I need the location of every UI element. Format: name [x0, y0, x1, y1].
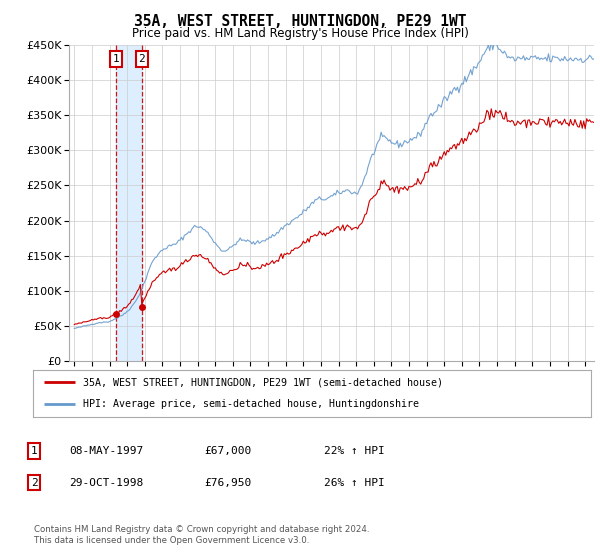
- Text: HPI: Average price, semi-detached house, Huntingdonshire: HPI: Average price, semi-detached house,…: [83, 399, 419, 409]
- Bar: [116, 45, 142, 361]
- Text: 08-MAY-1997: 08-MAY-1997: [69, 446, 143, 456]
- Text: 2: 2: [31, 478, 38, 488]
- Text: £76,950: £76,950: [204, 478, 251, 488]
- Text: Price paid vs. HM Land Registry's House Price Index (HPI): Price paid vs. HM Land Registry's House …: [131, 27, 469, 40]
- Text: 35A, WEST STREET, HUNTINGDON, PE29 1WT: 35A, WEST STREET, HUNTINGDON, PE29 1WT: [134, 14, 466, 29]
- Text: £67,000: £67,000: [204, 446, 251, 456]
- Text: 1: 1: [31, 446, 38, 456]
- Text: 26% ↑ HPI: 26% ↑ HPI: [324, 478, 385, 488]
- Text: 2: 2: [139, 54, 145, 64]
- Text: 29-OCT-1998: 29-OCT-1998: [69, 478, 143, 488]
- Text: 35A, WEST STREET, HUNTINGDON, PE29 1WT (semi-detached house): 35A, WEST STREET, HUNTINGDON, PE29 1WT (…: [83, 377, 443, 388]
- Text: 22% ↑ HPI: 22% ↑ HPI: [324, 446, 385, 456]
- Text: 1: 1: [112, 54, 119, 64]
- Text: Contains HM Land Registry data © Crown copyright and database right 2024.
This d: Contains HM Land Registry data © Crown c…: [34, 525, 370, 545]
